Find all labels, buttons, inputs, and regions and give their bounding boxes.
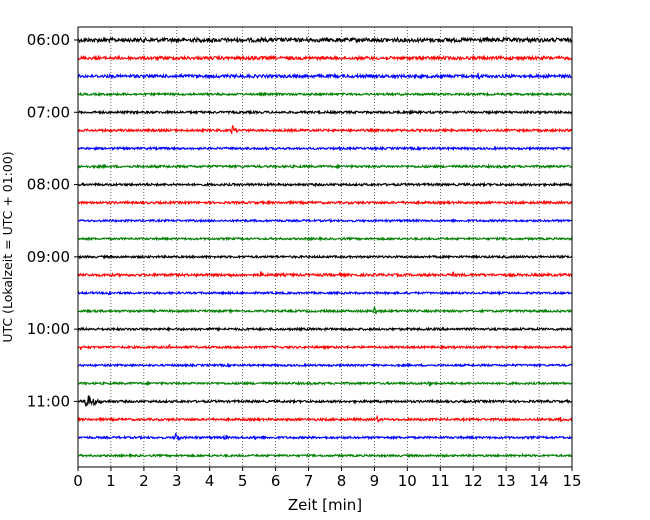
y-tick-label: 11:00	[27, 392, 70, 410]
trace-0745	[77, 163, 573, 170]
y-tick-label: 10:00	[27, 320, 70, 338]
trace-0830	[77, 217, 573, 224]
trace-0700	[77, 109, 573, 116]
plot-frame	[77, 26, 573, 468]
grid-lines	[110, 27, 540, 467]
trace-0630	[77, 72, 573, 80]
trace-0645	[77, 91, 573, 98]
trace-1100	[77, 395, 573, 407]
trace-1045	[77, 380, 573, 388]
x-tick-label: 5	[238, 472, 248, 490]
x-tick-label: 11	[431, 472, 450, 490]
x-tick-label: 14	[530, 472, 549, 490]
trace-0730	[77, 145, 573, 152]
x-tick-label: 2	[139, 472, 149, 490]
x-tick-label: 0	[73, 472, 83, 490]
trace-0715	[77, 125, 573, 134]
x-axis-label: Zeit [min]	[288, 496, 362, 514]
x-tick-label: 9	[370, 472, 380, 490]
y-tick-label: 07:00	[27, 103, 70, 121]
x-tick-label: 15	[562, 472, 581, 490]
trace-0845	[77, 235, 573, 242]
x-axis-ticks: 0 1 2 3 4 5 6 7 8 9 10 11 12 13 14 15	[73, 467, 582, 490]
y-tick-label: 08:00	[27, 176, 70, 194]
x-tick-label: 12	[464, 472, 483, 490]
trace-1115	[77, 414, 573, 423]
y-axis-ticks: 06:00 07:00 08:00 09:00 10:00 11:00	[27, 31, 78, 410]
trace-0900	[77, 253, 573, 260]
trace-0930	[77, 290, 573, 296]
x-tick-label: 7	[304, 472, 314, 490]
trace-1145	[77, 452, 573, 459]
trace-0615	[77, 54, 573, 62]
x-tick-label: 8	[337, 472, 347, 490]
seismogram-traces	[77, 36, 573, 459]
trace-1130	[77, 432, 573, 442]
trace-0800	[77, 181, 573, 188]
x-tick-label: 3	[172, 472, 182, 490]
trace-1030	[77, 362, 573, 368]
trace-0600	[77, 36, 573, 44]
plot-area	[77, 26, 573, 468]
y-tick-label: 09:00	[27, 248, 70, 266]
y-axis-label: UTC (Lokalzeit = UTC + 01:00)	[0, 151, 15, 342]
trace-0815	[77, 199, 573, 206]
y-tick-label: 06:00	[27, 31, 70, 49]
trace-1000	[77, 326, 573, 333]
trace-0915	[77, 271, 573, 279]
x-tick-label: 4	[205, 472, 215, 490]
x-tick-label: 6	[271, 472, 281, 490]
plot-background	[78, 27, 572, 467]
x-tick-label: 13	[497, 472, 516, 490]
trace-1015	[77, 343, 573, 351]
x-tick-label: 10	[398, 472, 417, 490]
x-tick-label: 1	[106, 472, 116, 490]
trace-0945	[77, 305, 573, 315]
